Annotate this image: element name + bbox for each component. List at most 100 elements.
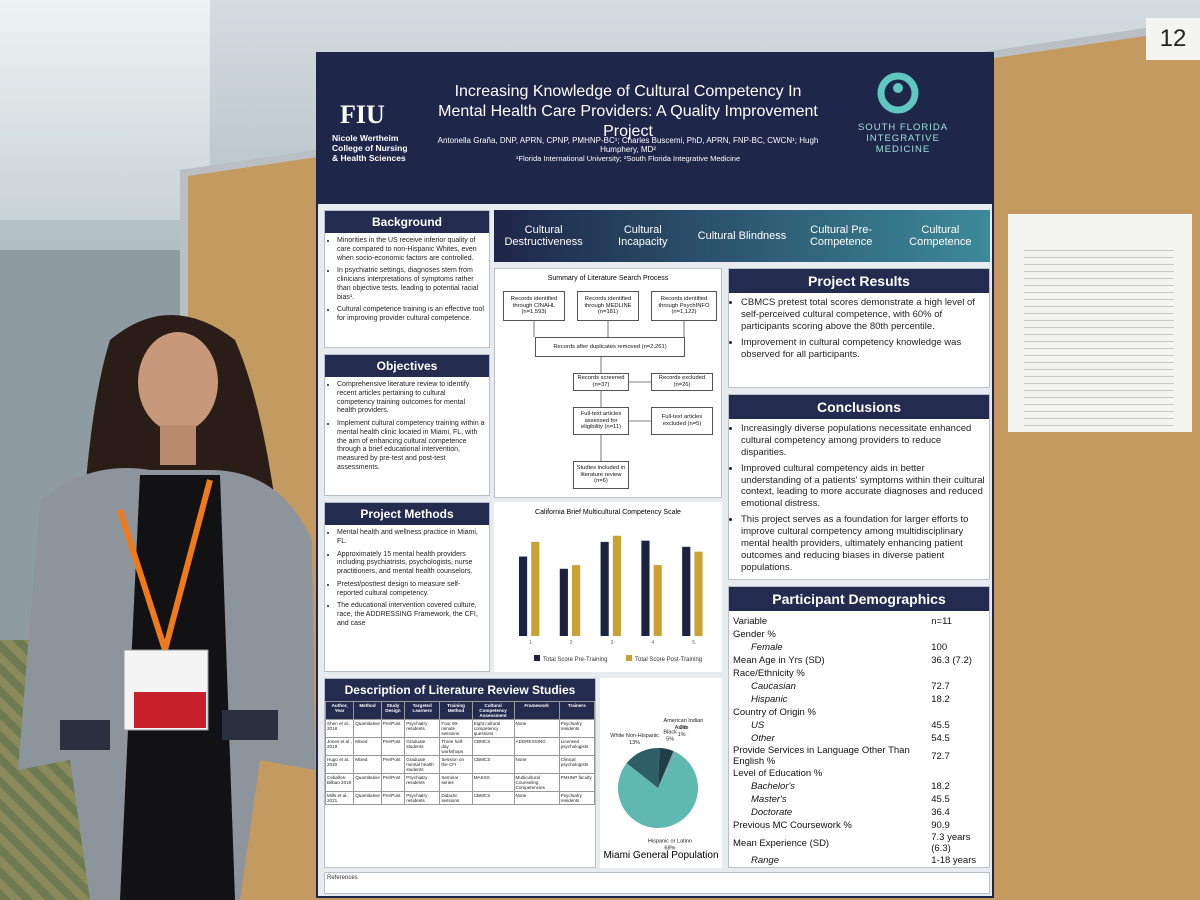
board-number: 12: [1146, 18, 1200, 60]
variable-label: Range: [751, 855, 779, 866]
column-header: Author, Year: [325, 701, 355, 720]
table-cell: Psychiatry residents: [558, 719, 595, 738]
x-tick-label: 2: [570, 640, 573, 646]
variable-label: Country of Origin %: [733, 707, 816, 718]
partner-name: SOUTH FLORIDA INTEGRATIVE MEDICINE: [857, 122, 949, 155]
variable-value: 7.3 years (6.3): [931, 832, 971, 854]
continuum-band: Cultural Destructiveness Cultural Incapac…: [494, 210, 990, 262]
demographics-section: Participant Demographics Variable n=11 Gend…: [728, 586, 990, 868]
poster-title: Increasing Knowledge of Cultural Compete…: [438, 83, 818, 140]
demographics-row: Mean Age in Yrs (SD) 36.3 (7.2): [729, 654, 989, 667]
table-cell: Session on the CFI: [439, 755, 473, 774]
variable-label: Bachelor's: [751, 781, 796, 792]
logo-dot: [893, 83, 903, 93]
logo-ring: [877, 72, 919, 114]
table-cell: CBMCS: [471, 755, 515, 774]
table-cell: Hugo et al., 2020: [325, 755, 355, 774]
face: [138, 332, 218, 432]
methods-section: Project Methods Mental health and wellnes…: [324, 502, 490, 672]
x-tick-label: 1: [529, 640, 532, 646]
variable-value: 54.5: [931, 733, 950, 744]
chart-title: Miami General Population: [603, 850, 718, 861]
pie-value-label: 0%: [679, 725, 687, 731]
demographics-row: Level of Education %: [729, 767, 989, 780]
bullet: CBMCS pretest total scores demonstrate a…: [741, 297, 985, 333]
table-cell: MAKSS: [471, 773, 515, 792]
column-header: Framework: [513, 701, 560, 720]
bullet: Mental health and wellness practice in M…: [337, 529, 485, 547]
authors: Antonella Graña, DNP, APRN, CPNP, PMHNP-…: [437, 136, 819, 154]
variable-value: 18.2: [931, 694, 950, 705]
flow-node: Records identified through CINAHL (n=1,5…: [503, 291, 565, 321]
bullet: Improvement in cultural competency knowl…: [741, 337, 985, 361]
references-heading: References: [327, 875, 358, 881]
column-header: Trainers: [558, 701, 595, 720]
flow-node: Records identified through MEDLINE (n=18…: [577, 291, 639, 321]
table-row: Jones et al., 2019 Mixed Pre/Post Graduate …: [325, 737, 595, 756]
variable-label: Doctorate: [751, 807, 793, 818]
studies-section: Description of Literature Review Studies…: [324, 678, 596, 868]
pie-value-label: 13%: [629, 740, 640, 746]
table-cell: Pre/Post: [380, 719, 406, 738]
continuum-stage: Cultural Blindness: [697, 230, 787, 242]
column-header: Study Design: [380, 701, 406, 720]
variable-label: Caucasian: [751, 681, 796, 692]
variable-label: Variable: [733, 616, 768, 627]
bullet: This project serves as a foundation for …: [741, 514, 985, 573]
window-light: [0, 0, 210, 220]
bar: [518, 556, 528, 636]
column-header: Method: [353, 701, 382, 720]
variable-value: 45.5: [931, 720, 950, 731]
demographics-row: Caucasian 72.7: [729, 680, 989, 693]
college-logo: FIU: [340, 100, 385, 129]
variable-value: 100: [931, 642, 948, 653]
results-section: Project Results CBMCS pretest total score…: [728, 268, 990, 388]
flow-node: Records after duplicates removed (n=2,26…: [535, 337, 685, 357]
pinned-sheet: [1008, 214, 1192, 432]
badge-ribbon: [134, 692, 206, 728]
demographics-row: Provide Services in Language Other Than …: [729, 745, 989, 767]
demographics-row: Master's 45.5: [729, 793, 989, 806]
variable-value: 36.4: [931, 807, 950, 818]
variable-label: US: [751, 720, 765, 731]
variable-label: Other: [751, 733, 775, 744]
bar: [600, 541, 609, 636]
table-row: Ceballos-Bilbao 2019 Quantitative Pre/Post…: [325, 773, 595, 792]
flow-node: Full-text articles excluded (n=5): [651, 407, 713, 435]
table-cell: Seminar series: [439, 773, 473, 792]
bar: [572, 565, 581, 636]
table-cell: Multicultural Counseling Competencies: [513, 773, 560, 792]
table-cell: None: [513, 791, 560, 805]
demographics-row: Range 1-18 years: [729, 854, 989, 867]
table-cell: Psychiatry residents: [404, 791, 441, 805]
flow-node: Full-text articles assessed for eligibil…: [573, 407, 629, 435]
variable-value: 72.7: [931, 750, 950, 762]
poster-header: FIU Nicole Wertheim College of Nursing &…: [318, 54, 992, 204]
table-cell: Four 90-minute sessions: [439, 719, 473, 738]
bullet: Minorities in the US receive inferior qu…: [337, 237, 485, 263]
variable-label: Level of Education %: [733, 768, 823, 779]
variable-value: 36.3 (7.2): [931, 655, 972, 666]
cardigan-stripe: [222, 710, 278, 740]
pie-slice: [658, 748, 674, 788]
x-tick-label: 5: [692, 640, 695, 646]
neck: [160, 425, 196, 465]
column-header: Cultural Competency Assessment: [471, 701, 515, 720]
presenter: [18, 315, 315, 900]
table-cell: Psychiatry residents: [404, 719, 441, 738]
table-cell: Mixed: [353, 755, 382, 774]
table-cell: Eight cultural competency questions: [471, 719, 515, 738]
bar: [612, 535, 621, 636]
table-row: Mills et al., 2021 Quantitative Pre/Post Ps…: [325, 791, 595, 805]
continuum-stage: Cultural Destructiveness: [504, 224, 583, 248]
variable-label: Race/Ethnicity %: [733, 668, 805, 679]
demographics-row: Variable n=11: [729, 615, 989, 628]
variable-label: Female: [751, 642, 783, 653]
table-cell: Graduate students: [404, 737, 441, 756]
conclusions-section: Conclusions Increasingly diverse populati…: [728, 394, 990, 580]
demographics-row: Doctorate 36.4: [729, 806, 989, 819]
demographics-row: Hispanic 18.2: [729, 693, 989, 706]
variable-label: Master's: [751, 794, 787, 805]
variable-value: [927, 667, 989, 680]
